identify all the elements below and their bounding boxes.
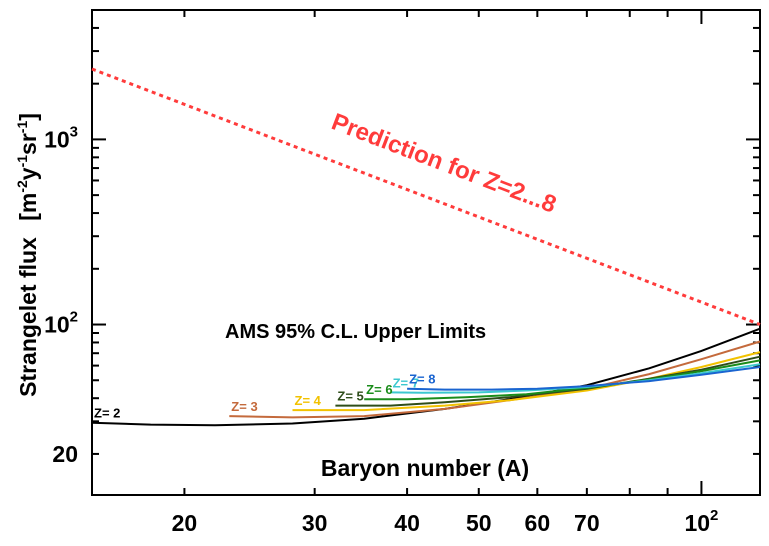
x-tick-label: 30 xyxy=(302,510,328,536)
series-line-z8 xyxy=(407,366,761,391)
y-axis-unit-0: [m xyxy=(15,193,41,221)
x-tick-label: 50 xyxy=(466,510,492,536)
series-label-z2: Z= 2 xyxy=(94,406,120,421)
x-tick-label: 20 xyxy=(172,510,198,536)
x-tick-label: 70 xyxy=(574,510,600,536)
series-label-z5: Z= 5 xyxy=(337,389,363,404)
x-tick-label: 60 xyxy=(525,510,551,536)
y-tick-label: 103 xyxy=(44,123,78,152)
series-label-z4: Z= 4 xyxy=(295,393,322,408)
y-tick-label: 102 xyxy=(44,309,78,338)
y-axis-unit-1: -2 xyxy=(14,180,30,193)
series-label-z8: Z= 8 xyxy=(409,372,435,387)
plot-frame xyxy=(91,9,761,496)
y-axis-unit-4: sr xyxy=(15,133,41,155)
x-tick-label: 40 xyxy=(394,510,420,536)
series-line-z7 xyxy=(390,363,761,394)
series-line-z6 xyxy=(364,359,761,401)
y-tick-label: 20 xyxy=(52,441,78,467)
series-label-z6: Z= 6 xyxy=(366,382,392,397)
axis-ticks xyxy=(92,9,760,495)
y-axis-label: Strangelet flux [m-2y-1sr-1] xyxy=(14,113,41,397)
upper-limits-label: AMS 95% C.L. Upper Limits xyxy=(225,321,486,343)
series-line-z4 xyxy=(292,351,761,412)
series-label-z7: Z= 7 xyxy=(393,375,419,390)
y-axis-unit-2: y xyxy=(15,167,41,180)
prediction-line xyxy=(91,67,761,326)
y-axis-unit-6: ] xyxy=(15,113,41,121)
x-axis-label: Baryon number (A) xyxy=(321,455,529,481)
y-axis-unit-5: -1 xyxy=(14,121,30,134)
y-axis-unit-3: -1 xyxy=(14,155,30,168)
series-layer xyxy=(91,67,761,427)
x-tick-label: 102 xyxy=(684,507,718,536)
y-axis-label-main: Strangelet flux xyxy=(15,237,41,397)
series-label-z3: Z= 3 xyxy=(231,399,257,414)
